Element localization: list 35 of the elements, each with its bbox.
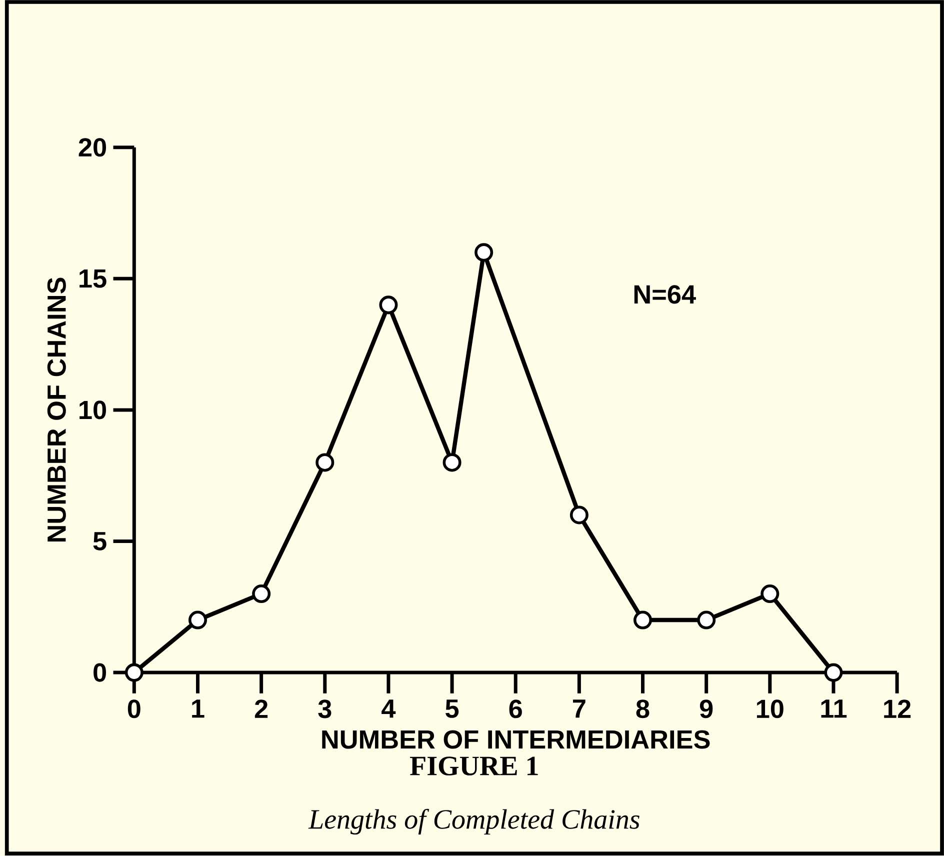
y-tick-label: 0 bbox=[94, 663, 106, 682]
x-tick-label: 8 bbox=[636, 700, 650, 718]
annotation: N=64 bbox=[634, 285, 696, 304]
point bbox=[316, 453, 334, 472]
point bbox=[760, 584, 780, 604]
x-tick-label: 1 bbox=[192, 700, 204, 718]
x-tick-label: 5 bbox=[446, 700, 459, 718]
x-tick-label: 9 bbox=[700, 700, 713, 718]
x-tick-label: 3 bbox=[318, 700, 332, 718]
y-tick-label: 5 bbox=[93, 532, 106, 551]
x-tick-label: 12 bbox=[884, 700, 911, 718]
point bbox=[633, 610, 652, 630]
x-axis-title: NUMBER OF INTERMEDIARIES bbox=[322, 730, 710, 749]
y-tick-label: 10 bbox=[80, 400, 106, 420]
point bbox=[474, 243, 494, 262]
x-tick-label: 11 bbox=[821, 700, 847, 718]
point bbox=[124, 664, 144, 682]
x-tick-label: 2 bbox=[254, 700, 268, 718]
point bbox=[188, 610, 208, 630]
x-tick-label: 0 bbox=[128, 700, 140, 718]
point bbox=[252, 584, 271, 604]
x-tick-label: 6 bbox=[509, 700, 522, 718]
point bbox=[379, 296, 398, 314]
x-tick-label: 4 bbox=[382, 700, 396, 718]
text: Lengths of Completed Chains bbox=[308, 809, 640, 835]
y-tick-label: 15 bbox=[80, 270, 106, 288]
point bbox=[824, 664, 843, 682]
y-axis-title: NUMBER OF CHAINS bbox=[47, 278, 66, 542]
x-tick-label: 10 bbox=[756, 700, 784, 718]
text: FIGURE 1 bbox=[410, 756, 538, 776]
y-tick-label: 20 bbox=[78, 138, 106, 157]
x-tick-label: 7 bbox=[573, 700, 586, 718]
point bbox=[697, 610, 716, 630]
point bbox=[442, 453, 462, 472]
point bbox=[570, 506, 588, 524]
